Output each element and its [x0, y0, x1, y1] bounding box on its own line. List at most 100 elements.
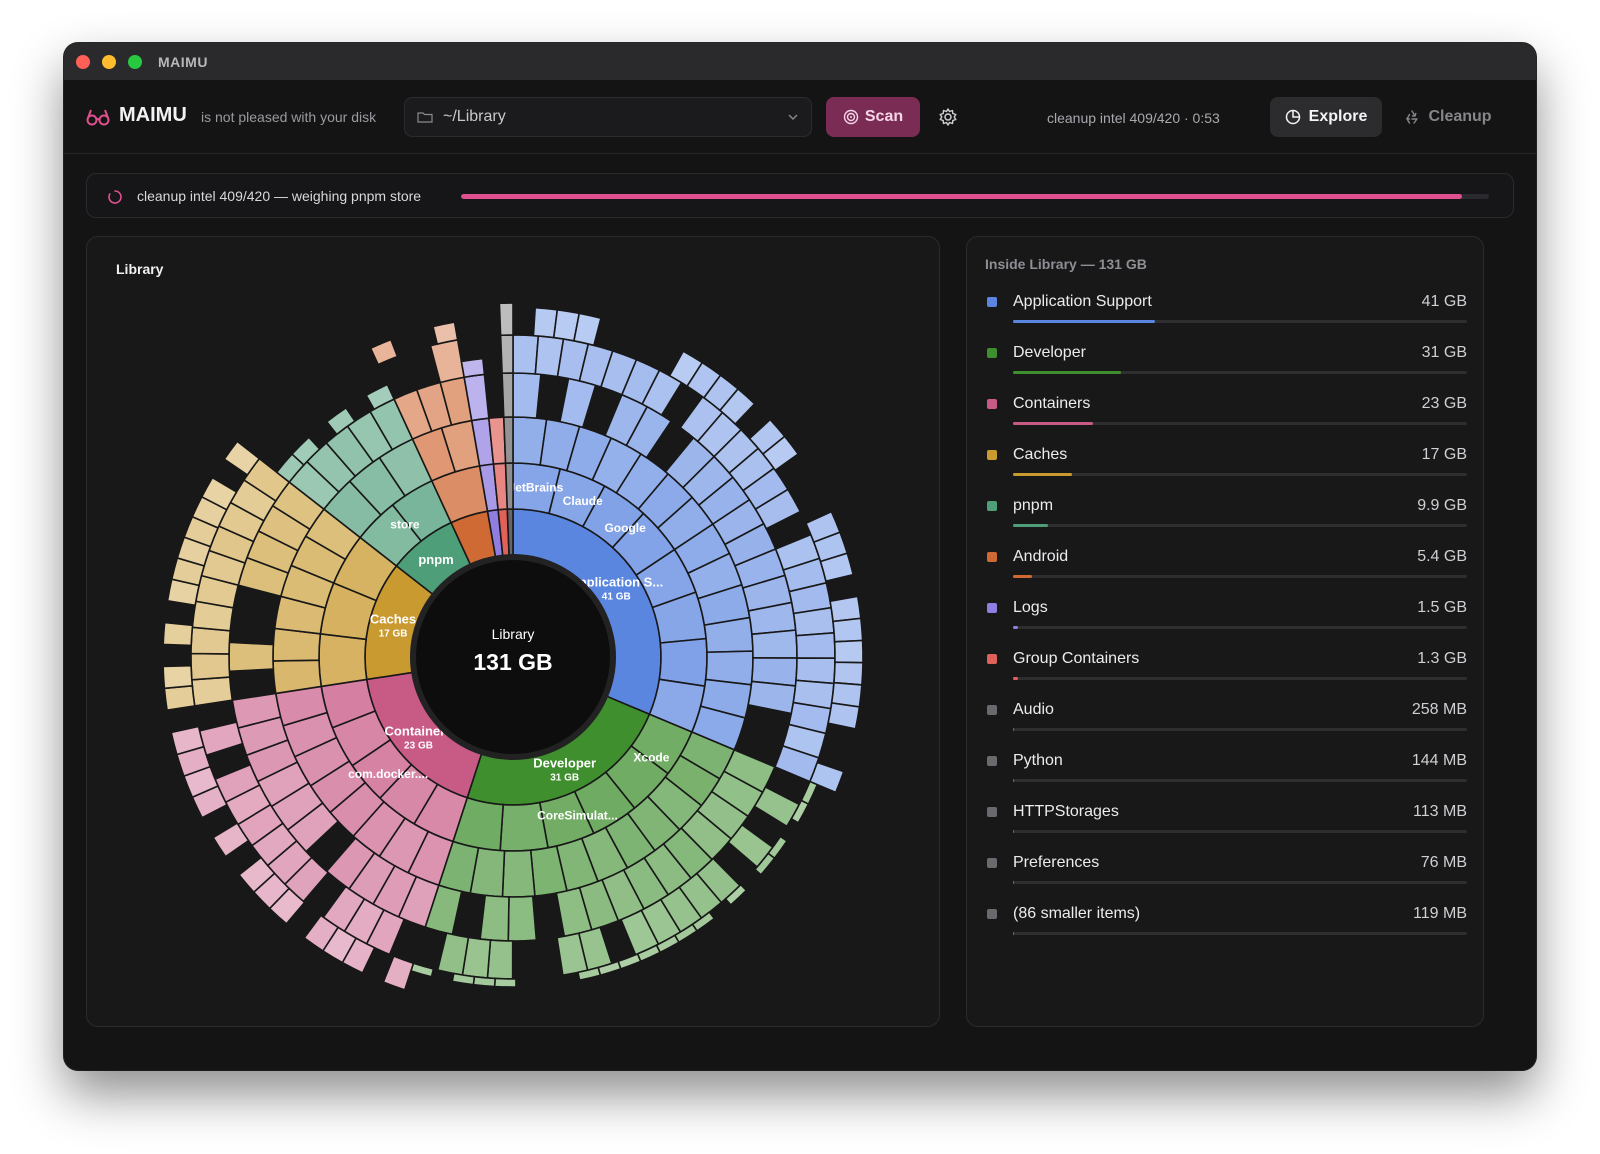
list-item[interactable]: (86 smaller items) 119 MB — [985, 905, 1467, 956]
sunburst-segment-application-support-child[interactable] — [832, 617, 864, 643]
sunburst-segment-logs-child[interactable] — [460, 357, 486, 379]
list-item[interactable]: Audio 258 MB — [985, 701, 1467, 752]
sunburst-segment-caches-child[interactable] — [190, 676, 234, 707]
minimize-window-button[interactable] — [102, 54, 116, 69]
sunburst-segment-developer-child[interactable] — [479, 894, 510, 942]
sunburst-segment-application-support-child[interactable] — [833, 639, 864, 664]
sunburst-segment-containers-child[interactable] — [170, 725, 205, 756]
list-item[interactable]: Application Support 41 GB — [985, 293, 1467, 344]
list-item[interactable]: pnpm 9.9 GB — [985, 497, 1467, 548]
sunburst-segment-developer-child[interactable] — [486, 939, 514, 980]
sunburst-segment-android-child[interactable] — [432, 321, 459, 346]
path-select[interactable]: ~/Library — [404, 97, 812, 137]
sunburst-segment-caches-child[interactable] — [228, 641, 275, 673]
sunburst-center[interactable] — [410, 554, 616, 760]
sunburst-segment-developer-child[interactable] — [800, 780, 819, 806]
sunburst-segment-rest[interactable] — [506, 508, 514, 558]
sunburst-segment-application-support-child[interactable] — [819, 552, 855, 583]
sunburst-segment-application-support-child[interactable] — [792, 606, 835, 637]
sunburst-segment-developer-child[interactable] — [507, 895, 538, 942]
sunburst-segment-caches-child[interactable] — [190, 626, 232, 655]
sunburst-segment-rest-child[interactable] — [502, 416, 514, 464]
sunburst-segment-developer-child[interactable] — [724, 883, 748, 907]
sunburst-chart[interactable]: Application S... 41 GB JetBrainsClaudeGoog… — [87, 237, 941, 1028]
list-item[interactable]: Containers 23 GB — [985, 395, 1467, 446]
sunburst-segment-application-support-child[interactable] — [718, 387, 756, 426]
sunburst-segment-containers-child[interactable] — [382, 955, 415, 991]
sunburst-segment-developer-child[interactable] — [493, 977, 517, 988]
sunburst-segment-rest-child[interactable] — [498, 302, 514, 337]
sunburst-segment-containers-child[interactable] — [198, 721, 244, 757]
sunburst-segment-application-support-child[interactable] — [641, 369, 683, 417]
sunburst-segment-android-child[interactable] — [369, 338, 399, 366]
sunburst-segment-caches-child[interactable] — [318, 632, 368, 688]
sunburst-segment-application-support-child[interactable] — [761, 435, 800, 472]
sunburst-segment-caches-child[interactable] — [190, 652, 231, 681]
sunburst-segment-android-child[interactable] — [429, 338, 466, 384]
item-size: 113 MB — [1413, 803, 1467, 820]
list-item[interactable]: Preferences 76 MB — [985, 854, 1467, 905]
sunburst-segment-pnpm-child[interactable] — [290, 436, 321, 467]
item-name: pnpm — [1013, 497, 1054, 514]
list-item[interactable]: Logs 1.5 GB — [985, 599, 1467, 650]
sunburst-segment-developer-child[interactable] — [501, 849, 536, 898]
sunburst-segment-developer-child[interactable] — [753, 852, 776, 876]
sunburst-segment-caches-child[interactable] — [162, 664, 194, 690]
sunburst-segment-caches-child[interactable] — [223, 440, 261, 477]
sunburst-segment-caches-child[interactable] — [163, 684, 196, 712]
list-item[interactable]: HTTPStorages 113 MB — [985, 803, 1467, 854]
list-item[interactable]: Caches 17 GB — [985, 446, 1467, 497]
sunburst-segment-containers-child[interactable] — [325, 836, 376, 890]
sunburst-segment-application-support-child[interactable] — [751, 629, 798, 659]
sunburst-segment-developer-child[interactable] — [577, 966, 602, 982]
child-segment-label: JetBrains — [509, 481, 564, 495]
scan-button[interactable]: Scan — [826, 97, 920, 137]
sunburst-segment-developer-child[interactable] — [790, 799, 810, 824]
sunburst-segment-application-support-child[interactable] — [829, 595, 862, 623]
sunburst-segment-developer-child[interactable] — [472, 975, 496, 988]
sunburst-segment-rest-child[interactable] — [499, 334, 514, 375]
cleanup-button[interactable]: Cleanup — [1394, 97, 1502, 137]
sunburst-segment-application-support-child[interactable] — [795, 657, 836, 685]
color-swatch — [987, 450, 997, 460]
close-window-button[interactable] — [76, 54, 90, 69]
size-bar — [1013, 524, 1467, 527]
sunburst-segment-application-support-child[interactable] — [573, 312, 602, 347]
list-item[interactable]: Group Containers 1.3 GB — [985, 650, 1467, 701]
sunburst-segment-caches-child[interactable] — [162, 621, 194, 647]
sunburst-segment-containers-child[interactable] — [212, 822, 250, 858]
cleanup-button-label: Cleanup — [1428, 108, 1492, 125]
explore-button[interactable]: Explore — [1270, 97, 1382, 137]
item-name: HTTPStorages — [1013, 803, 1119, 820]
sunburst-segment-developer-child[interactable] — [617, 952, 642, 970]
sunburst-segment-application-support-child[interactable] — [558, 377, 597, 429]
sunburst-segment-developer-child[interactable] — [436, 932, 470, 976]
sunburst-segment-pnpm-child[interactable] — [325, 406, 357, 436]
sunburst-segment-application-support-child[interactable] — [747, 680, 797, 715]
list-item[interactable]: Developer 31 GB — [985, 344, 1467, 395]
item-name: (86 smaller items) — [1013, 905, 1141, 922]
sunburst-segment-application-support-child[interactable] — [658, 637, 708, 688]
explore-button-label: Explore — [1308, 108, 1368, 125]
sunburst-segment-application-support-child[interactable] — [754, 488, 802, 530]
sunburst-segment-application-support-child[interactable] — [512, 334, 540, 375]
sunburst-segment-containers-child[interactable] — [303, 914, 340, 952]
sunburst-segment-application-support-child[interactable] — [827, 702, 861, 730]
folder-icon — [417, 112, 433, 123]
size-bar-fill — [1013, 779, 1015, 782]
list-item[interactable]: Android 5.4 GB — [985, 548, 1467, 599]
sunburst-segment-rest-child[interactable] — [504, 462, 514, 510]
sunburst-segment-developer-child[interactable] — [409, 962, 435, 978]
zoom-window-button[interactable] — [128, 54, 142, 69]
sunburst-segment-application-support-child[interactable] — [833, 661, 864, 686]
list-item[interactable]: Python 144 MB — [985, 752, 1467, 803]
progress-bar-fill — [461, 194, 1463, 199]
gear-icon[interactable] — [938, 107, 958, 127]
sunburst-segment-containers-child[interactable] — [237, 856, 276, 894]
sunburst-segment-application-support-child[interactable] — [512, 372, 542, 420]
sunburst-segment-developer-child[interactable] — [451, 972, 476, 986]
sunburst-segment-caches-child[interactable] — [200, 476, 238, 511]
sunburst-segment-application-support-child[interactable] — [795, 631, 836, 659]
sunburst-segment-rest-child[interactable] — [501, 372, 514, 419]
size-bar-fill — [1013, 881, 1015, 884]
